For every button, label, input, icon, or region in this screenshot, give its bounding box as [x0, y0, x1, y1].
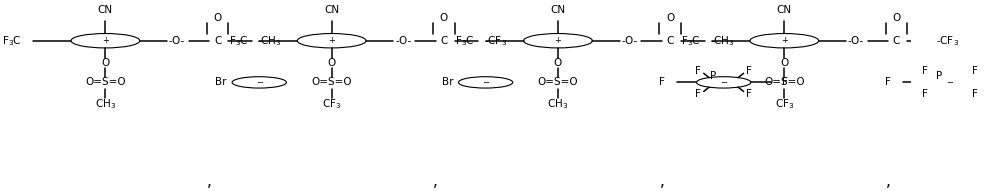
Text: O=S=O: O=S=O [85, 77, 126, 87]
Text: Br: Br [215, 77, 227, 87]
Text: F: F [659, 77, 665, 87]
Text: +: + [781, 36, 788, 45]
Text: C: C [893, 36, 900, 46]
Text: O: O [780, 58, 788, 68]
Text: F: F [972, 89, 978, 99]
Text: CH$_3$: CH$_3$ [95, 97, 116, 111]
Text: F: F [695, 89, 701, 99]
Text: O: O [892, 13, 901, 23]
Text: O: O [101, 58, 109, 68]
Text: C: C [440, 36, 448, 46]
Text: F: F [746, 66, 752, 76]
Text: -O-: -O- [169, 36, 185, 46]
Text: F: F [885, 77, 891, 87]
Text: ,: , [886, 174, 891, 189]
Text: CF$_3$: CF$_3$ [322, 97, 341, 111]
Text: F$_3$C: F$_3$C [2, 34, 22, 48]
Text: F$_3$C: F$_3$C [229, 34, 248, 48]
Text: F: F [922, 89, 928, 99]
Text: CF$_3$: CF$_3$ [775, 97, 794, 111]
Text: +: + [328, 36, 335, 45]
Text: F$_3$C: F$_3$C [681, 34, 701, 48]
Text: -CF$_3$: -CF$_3$ [936, 34, 960, 48]
Text: O=S=O: O=S=O [538, 77, 578, 87]
Text: -O-: -O- [621, 36, 638, 46]
Text: CN: CN [324, 5, 339, 15]
Text: CN: CN [777, 5, 792, 15]
Text: O: O [328, 58, 336, 68]
Text: F: F [972, 66, 978, 76]
Text: F: F [922, 66, 928, 76]
Text: +: + [102, 36, 109, 45]
Text: CN: CN [98, 5, 113, 15]
Text: -O-: -O- [848, 36, 864, 46]
Text: CH$_3$: CH$_3$ [547, 97, 569, 111]
Text: ,: , [433, 174, 438, 189]
Text: F: F [746, 89, 752, 99]
Text: O: O [213, 13, 222, 23]
Text: O: O [440, 13, 448, 23]
Text: −: − [256, 78, 263, 87]
Text: F$_3$C: F$_3$C [455, 34, 475, 48]
Text: Br: Br [442, 77, 453, 87]
Text: P: P [936, 71, 943, 81]
Text: -CF$_3$: -CF$_3$ [484, 34, 507, 48]
Text: -CH$_3$: -CH$_3$ [710, 34, 735, 48]
Text: F: F [782, 77, 788, 87]
Text: C: C [667, 36, 674, 46]
Text: O=S=O: O=S=O [764, 77, 805, 87]
Text: O=S=O: O=S=O [311, 77, 352, 87]
Text: O: O [666, 13, 674, 23]
Text: O: O [554, 58, 562, 68]
Text: −: − [720, 78, 727, 87]
Text: −: − [946, 78, 953, 87]
Text: ,: , [660, 174, 665, 189]
Text: F: F [695, 66, 701, 76]
Text: ,: , [207, 174, 212, 189]
Text: +: + [555, 36, 561, 45]
Text: P: P [710, 71, 716, 81]
Text: -O-: -O- [395, 36, 411, 46]
Text: −: − [482, 78, 489, 87]
Text: C: C [214, 36, 221, 46]
Text: CN: CN [550, 5, 566, 15]
Text: -CH$_3$: -CH$_3$ [257, 34, 282, 48]
